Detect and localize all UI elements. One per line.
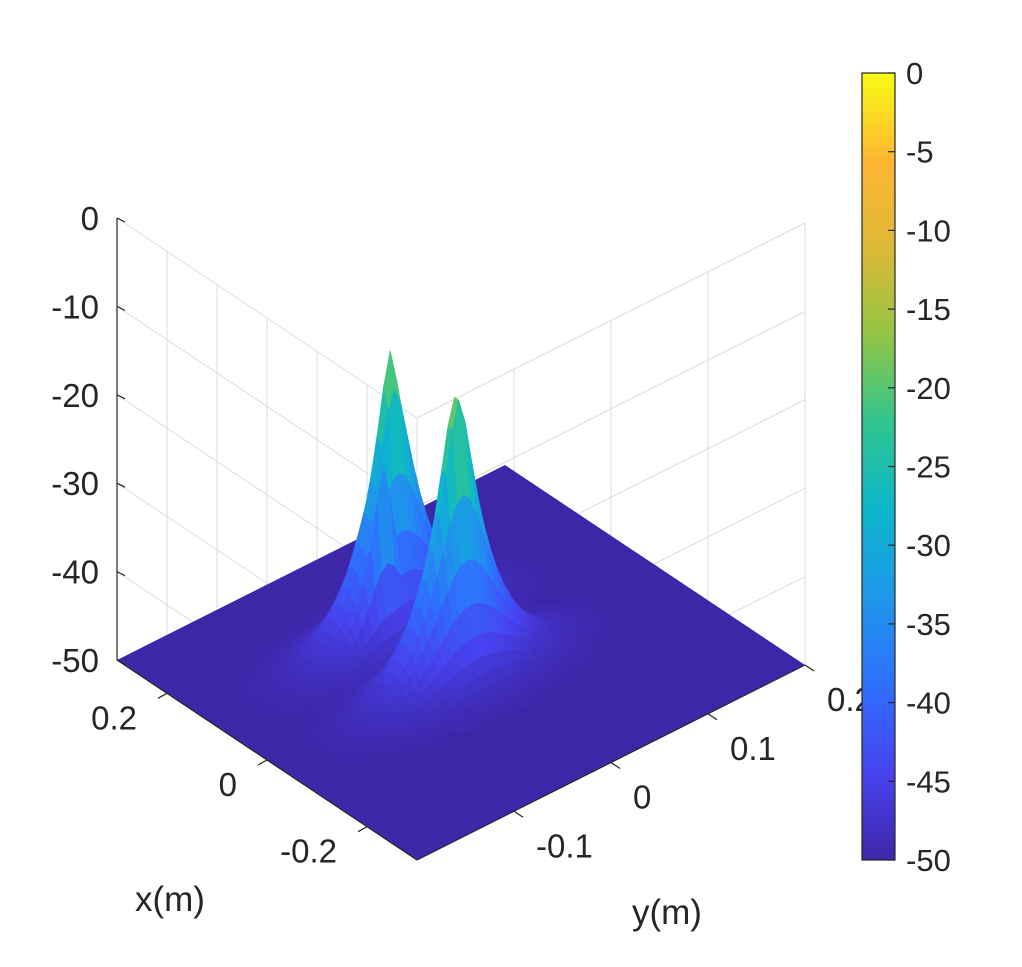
z-tick-label: -20 [51,377,99,414]
y-tick-mark [707,713,718,721]
surface-patch [384,747,397,756]
colorbar-tick-label: -45 [906,764,951,799]
z-tick-mark [116,394,126,400]
x-tick-mark [257,759,268,766]
colorbar-tick-label: -30 [906,528,951,563]
x-tick-label: 0 [219,766,237,803]
y-axis-label: y(m) [632,893,702,932]
z-tick-mark [116,305,126,311]
z-gridline [116,217,806,419]
surface-patch [330,749,343,758]
z-tick-mark [116,571,126,577]
z-tick-mark [116,482,126,488]
surface-patch [425,736,438,746]
surface-patch [511,702,524,713]
surface-patch [341,748,354,758]
axes: 0-10-20-30-40-500.20-0.2 -0.100.10.2 [51,200,873,870]
x-tick-label: -0.2 [280,833,337,870]
y-tick-mark [804,664,815,672]
surface-patch [352,748,365,757]
y-tick-label: 0.1 [730,730,776,767]
surface-patch [298,705,311,714]
z-tick-label: -40 [51,554,99,591]
x-tick-mark [157,692,168,699]
x-axis-label: x(m) [135,880,205,919]
colorbar: 0 -5 -10 -15 -20 -25 -30 -35 -40 -45 -50 [861,56,951,878]
surface-patch [373,747,386,757]
surface-patch [277,706,290,715]
surface-patch [401,743,414,753]
z-tick-label: 0 [81,200,99,237]
y-tick-mark [610,762,621,769]
y-tick-mark [513,810,524,818]
surface-peaks [240,350,609,758]
colorbar-tick-label: 0 [906,56,923,91]
surface-patch [455,723,468,736]
colorbar-tick-label: -10 [906,213,951,248]
y-tick-label: 0 [633,779,651,816]
x-tick-mark [357,826,368,833]
z-tick-label: -50 [51,642,99,679]
colorbar-tick-label: -50 [906,843,951,878]
z-tick-label: -30 [51,465,99,502]
surface-patch [262,703,275,712]
colorbar-tick-label: -25 [906,450,951,485]
z-tick-mark [116,217,126,223]
surface-patch [288,705,301,714]
x-tick-label: 0.2 [91,699,137,736]
colorbar-tick-label: -15 [906,292,951,327]
colorbar-tick-label: -20 [906,371,951,406]
colorbar-tick-label: -35 [906,607,951,642]
y-tick-label: -0.1 [536,827,593,864]
colorbar-tick-label: -5 [906,135,934,170]
surface-patch [363,747,375,757]
z-tick-label: -10 [51,288,99,325]
colorbar-tick-label: -40 [906,686,951,721]
